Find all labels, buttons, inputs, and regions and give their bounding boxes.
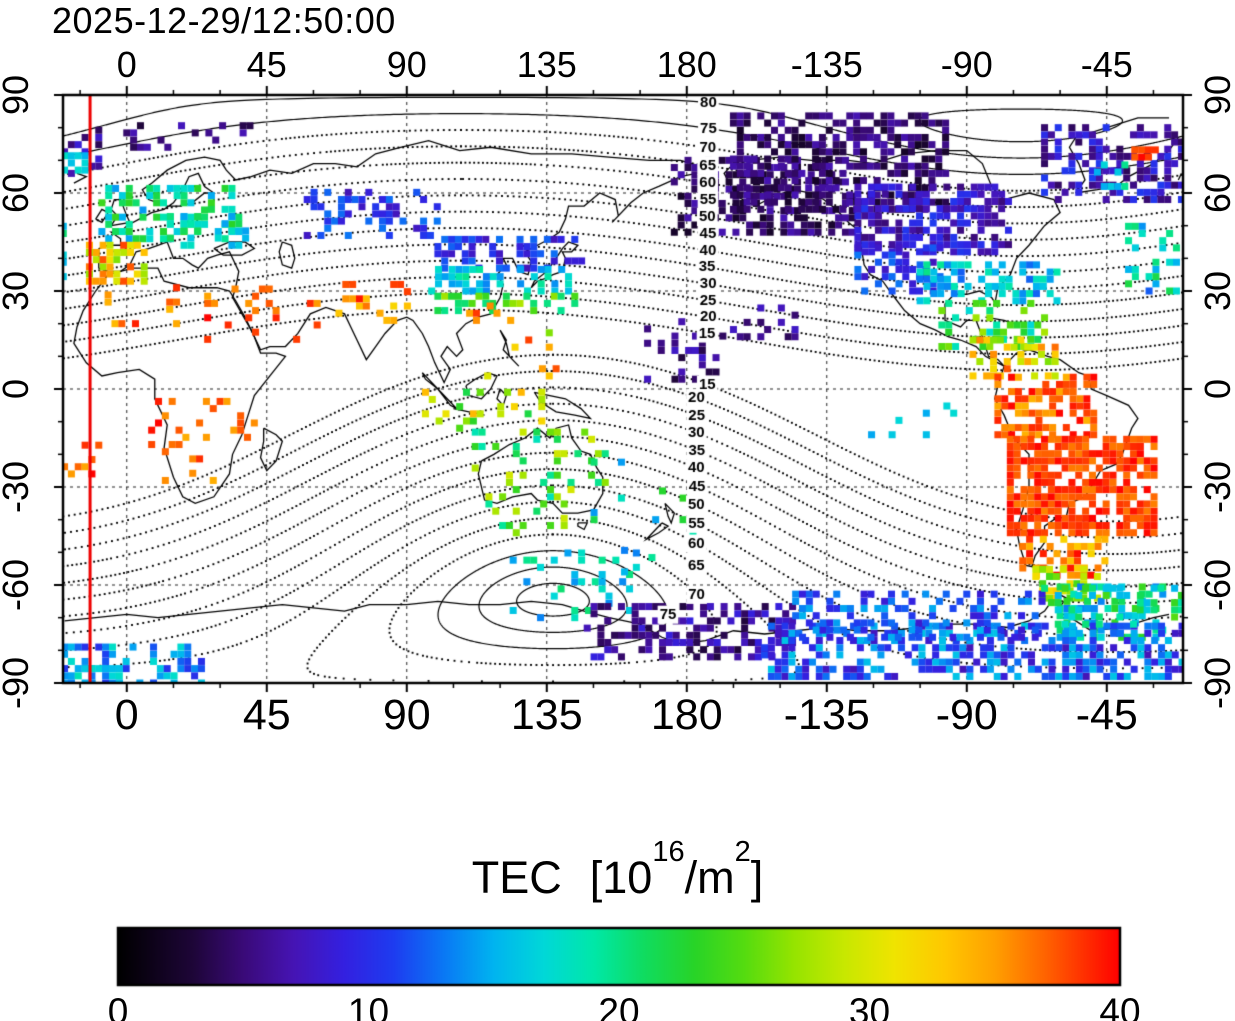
- y-axis-left-tick-label: 90: [0, 74, 36, 116]
- x-axis-bottom-tick-label: 180: [650, 691, 723, 739]
- y-axis-left-tick-label: -90: [0, 656, 36, 710]
- x-axis-top-tick-label: 90: [386, 44, 427, 85]
- y-axis-right-tick-label: 90: [1197, 74, 1235, 116]
- timestamp-label: 2025-12-29/12:50:00: [52, 0, 396, 41]
- y-axis-right-tick-label: 30: [1197, 270, 1235, 312]
- y-axis-left-tick-label: 60: [0, 172, 36, 214]
- x-axis-top-tick-label: 0: [116, 44, 137, 85]
- x-axis-bottom-tick-label: 0: [114, 691, 139, 739]
- x-axis-bottom-tick-label: 90: [382, 691, 431, 739]
- x-axis-bottom-tick-label: -135: [783, 691, 870, 739]
- colorbar-title-close: ]: [750, 852, 764, 903]
- x-axis-top-tick-label: -45: [1080, 44, 1133, 85]
- y-axis-left-tick-label: -30: [0, 460, 36, 514]
- x-axis-top-tick-label: 45: [246, 44, 287, 85]
- x-axis-top-tick-label: -90: [940, 44, 993, 85]
- colorbar-title-unit-exponent: 2: [734, 836, 751, 868]
- colorbar-tick-label: 10: [347, 991, 390, 1021]
- colorbar-title-unit: /m: [684, 852, 735, 903]
- y-axis-left-tick-label: -60: [0, 558, 36, 612]
- y-axis-left-tick-label: 30: [0, 270, 36, 312]
- colorbar-title-exponent: 16: [652, 836, 685, 868]
- colorbar-tick-label: 30: [848, 991, 891, 1021]
- x-axis-top-tick-label: 135: [516, 44, 577, 85]
- x-axis-bottom-tick-label: 135: [510, 691, 583, 739]
- x-axis-top-tick-label: -135: [790, 44, 863, 85]
- y-axis-right-tick-label: -90: [1197, 656, 1235, 710]
- x-axis-bottom-tick-label: -90: [935, 691, 998, 739]
- y-axis-right-tick-label: -60: [1197, 558, 1235, 612]
- x-axis-top-tick-label: 180: [656, 44, 717, 85]
- x-axis-bottom-tick-label: 45: [242, 691, 291, 739]
- y-axis-right-tick-label: 0: [1197, 378, 1235, 400]
- colorbar-tick-label: 20: [598, 991, 640, 1021]
- colorbar-tick-label: 40: [1099, 991, 1141, 1021]
- y-axis-right-tick-label: 60: [1197, 172, 1235, 214]
- colorbar-title-word: TEC: [471, 852, 562, 903]
- y-axis-right-tick-label: -30: [1197, 460, 1235, 514]
- y-axis-left-tick-label: 0: [0, 379, 37, 399]
- colorbar-tick-label: 0: [107, 991, 129, 1021]
- colorbar-title: TEC [1016/m2]: [0, 836, 1235, 904]
- x-axis-bottom-tick-label: -45: [1075, 691, 1138, 739]
- colorbar-title-open: [10: [589, 852, 653, 903]
